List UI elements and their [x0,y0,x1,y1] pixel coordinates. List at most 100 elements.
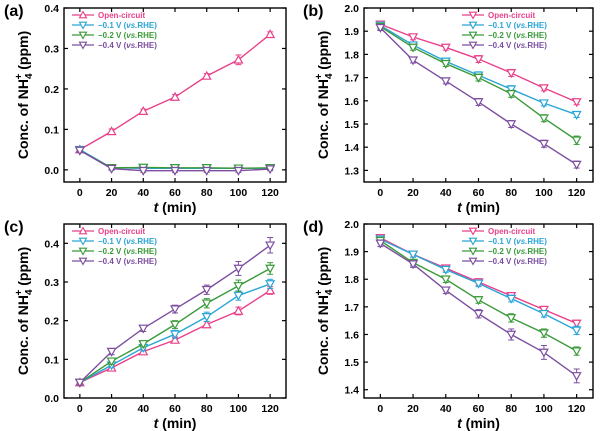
x-tick-label: 0 [77,403,83,415]
x-tick-label: 60 [169,187,181,199]
data-point [408,260,419,270]
y-tick-label: 0.2 [44,84,59,96]
legend: Open-circuit−0.1 V (vs.RHE)−0.2 V (vs.RH… [72,226,157,266]
data-point [233,54,244,64]
legend-marker [468,21,478,30]
y-axis-title: Conc. of NH4+ (ppm) [314,247,335,375]
x-tick-label: 0 [77,187,83,199]
series-3 [74,262,276,388]
x-tick-label: 80 [505,403,517,415]
series-3 [375,22,582,146]
data-point [169,305,181,315]
legend-label: Open-circuit [488,227,535,236]
panel-1: (a) 0 20 40 60 80 100 120 0.0 0.1 0.2 0.3 0.4 t (min)… [4,3,287,215]
y-tick-label: 1.4 [344,142,359,154]
y-tick-label: 1.5 [344,119,359,131]
legend-marker [468,31,478,40]
y-tick-label: 1.6 [344,329,359,341]
x-tick-label: 100 [535,403,553,415]
data-point [571,347,582,357]
x-tick-label: 100 [230,187,248,199]
legend-marker [468,227,478,236]
y-tick-label: 1.5 [344,357,359,369]
series-line [379,239,577,352]
x-tick-label: 120 [568,403,586,415]
legend-marker [78,10,88,19]
y-tick-label: 0.1 [44,354,59,366]
x-tick-label: 20 [106,403,118,415]
x-tick-label: 80 [201,403,213,415]
data-point [265,280,276,290]
y-tick-label: 2.0 [344,219,359,231]
data-point [265,241,276,251]
data-point [538,348,549,358]
data-point [201,285,212,295]
data-point [169,330,181,340]
data-point [538,99,549,109]
data-point [375,23,386,33]
data-point [233,264,244,274]
series-2 [375,235,582,336]
data-point [408,33,419,43]
data-point [169,91,181,101]
data-point [440,43,451,53]
y-tick-label: 0.3 [44,43,59,55]
data-point [506,69,517,79]
data-point [169,334,181,344]
legend-label: −0.1 V (vs.RHE) [98,237,157,246]
y-tick-label: 1.8 [344,274,359,286]
data-point [265,165,276,175]
x-tick-label: 20 [407,403,419,415]
data-point [138,105,149,115]
y-axis-title: Conc. of NH4+ (ppm) [314,31,335,159]
legend-marker [78,21,88,30]
legend-label: −0.1 V (vs.RHE) [488,237,547,246]
data-point [473,309,484,319]
data-point [201,319,212,329]
series-4 [74,146,276,176]
data-point [473,279,484,289]
data-point [233,282,244,292]
y-axis-title: Conc. of NH4+ (ppm) [14,31,35,159]
x-tick-label: 20 [106,187,118,199]
y-tick-label: 0.4 [44,3,59,15]
y-tick-label: 0.3 [44,277,59,289]
data-point [538,309,549,319]
y-tick-label: 1.9 [344,247,359,259]
series-1 [375,20,582,108]
legend-label: −0.2 V (vs.RHE) [98,247,157,256]
data-point [138,324,149,334]
data-point [408,43,419,53]
data-point [473,55,484,65]
data-point [571,136,582,146]
x-tick-label: 60 [473,403,485,415]
legend-marker [78,247,88,256]
x-tick-label: 120 [261,403,279,415]
series-4 [375,239,582,384]
x-tick-label: 100 [535,187,553,199]
y-tick-label: 0.2 [44,316,59,328]
x-tick-label: 80 [505,187,517,199]
x-tick-label: 20 [407,187,419,199]
y-axis-title: Conc. of NH4+ (ppm) [14,247,35,375]
x-tick-label: 120 [261,187,279,199]
legend-marker [78,257,88,266]
data-point [506,85,517,95]
data-point [201,299,212,309]
legend-marker [78,237,88,246]
series-4 [74,237,276,388]
legend-marker [78,41,88,50]
data-point [201,313,212,323]
data-point [538,139,549,149]
data-point [169,320,181,330]
data-point [440,265,451,275]
data-point [440,275,451,285]
data-point [538,114,549,124]
x-tick-label: 0 [377,187,383,199]
legend-label: Open-circuit [488,11,535,20]
data-point [201,70,212,80]
data-point [473,73,484,83]
legend-marker [78,226,88,235]
data-point [506,120,517,130]
data-point [233,166,244,176]
